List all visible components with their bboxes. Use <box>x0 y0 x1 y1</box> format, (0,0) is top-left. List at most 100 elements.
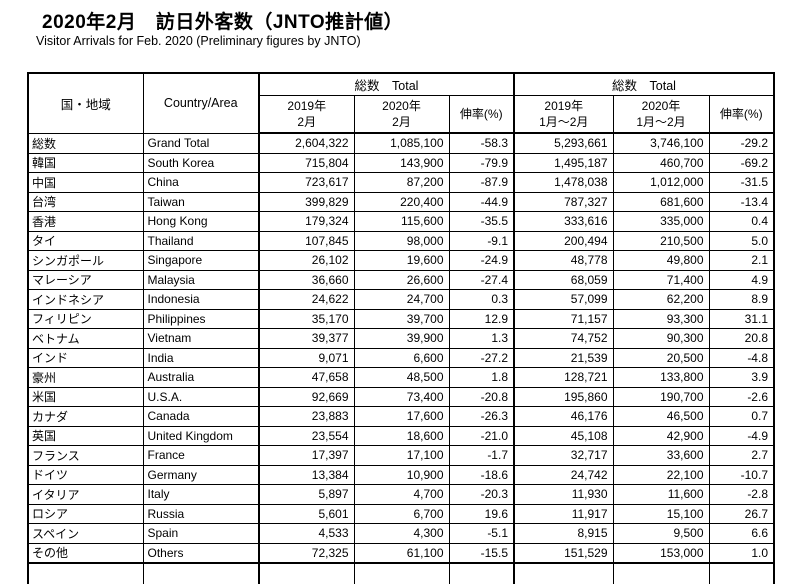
table-row: 総数 Grand Total 2,604,322 1,085,100 -58.3… <box>28 133 774 154</box>
cell-feb-2019: 715,804 <box>259 153 355 173</box>
cell-janfeb-2020: 46,500 <box>613 406 710 427</box>
cell-growth-janfeb: 3.9 <box>709 367 774 388</box>
cell-feb-2020: 1,085,100 <box>354 133 450 154</box>
cell-feb-2020: 6,600 <box>354 348 450 368</box>
cell-country-en: Spain <box>143 523 260 544</box>
cell-feb-2019: 107,845 <box>259 231 355 251</box>
cell-growth-feb: -21.0 <box>449 426 515 446</box>
cell-growth-janfeb: -29.2 <box>709 133 774 154</box>
cell-growth-janfeb: 26.7 <box>709 504 774 524</box>
header-sub-row: 2019年 2月 2020年 2月 伸率(%) 2019年 1月～2月 2020… <box>28 95 774 134</box>
cell-country-en: Canada <box>143 406 260 427</box>
cell-country-en: Italy <box>143 484 260 505</box>
cell-growth-feb: -1.7 <box>449 445 515 466</box>
cell-feb-2020: 26,600 <box>354 270 450 290</box>
cell-feb-2019: 92,669 <box>259 387 355 407</box>
cell-country-ja: その他 <box>28 543 144 564</box>
cell-country-en: France <box>143 445 260 466</box>
cell-janfeb-2019: 8,915 <box>514 523 614 544</box>
cell-janfeb-2020: 20,500 <box>613 348 710 368</box>
cell-growth-janfeb: 20.8 <box>709 328 774 349</box>
col-header-group-feb-total: 総数 Total <box>259 73 515 96</box>
partial-next-row <box>28 563 774 584</box>
cell-janfeb-2019: 195,860 <box>514 387 614 407</box>
cell-growth-feb: -24.9 <box>449 250 515 271</box>
cell-growth-feb: 0.3 <box>449 289 515 310</box>
cell-janfeb-2019: 787,327 <box>514 192 614 212</box>
cell-feb-2019: 13,384 <box>259 465 355 485</box>
cell-growth-feb: -35.5 <box>449 211 515 232</box>
cell-country-en: Singapore <box>143 250 260 271</box>
cell-feb-2020: 19,600 <box>354 250 450 271</box>
cell-feb-2019: 24,622 <box>259 289 355 310</box>
cell-feb-2019: 35,170 <box>259 309 355 329</box>
cell-growth-feb: 1.8 <box>449 367 515 388</box>
cell-growth-feb: 1.3 <box>449 328 515 349</box>
cell-country-ja: 米国 <box>28 387 144 407</box>
cell-janfeb-2020: 460,700 <box>613 153 710 173</box>
cell-growth-janfeb: -2.8 <box>709 484 774 505</box>
cell-feb-2019: 2,604,322 <box>259 133 355 154</box>
cell-country-ja: インドネシア <box>28 289 144 310</box>
cell-growth-feb: -20.3 <box>449 484 515 505</box>
cell-feb-2019: 39,377 <box>259 328 355 349</box>
cell-country-ja: ロシア <box>28 504 144 524</box>
cell-janfeb-2019: 1,478,038 <box>514 172 614 193</box>
cell-janfeb-2019: 128,721 <box>514 367 614 388</box>
cell-growth-janfeb: 31.1 <box>709 309 774 329</box>
table-body: 総数 Grand Total 2,604,322 1,085,100 -58.3… <box>28 133 774 564</box>
cell-janfeb-2019: 151,529 <box>514 543 614 564</box>
cell-growth-feb: -5.1 <box>449 523 515 544</box>
cell-janfeb-2020: 133,800 <box>613 367 710 388</box>
cell-country-en: United Kingdom <box>143 426 260 446</box>
cell-feb-2019: 399,829 <box>259 192 355 212</box>
cell-growth-feb: -27.4 <box>449 270 515 290</box>
visitor-arrivals-table: 国・地域 Country/Area 総数 Total 総数 Total 2019… <box>27 72 775 584</box>
cell-country-ja: ドイツ <box>28 465 144 485</box>
cell-janfeb-2020: 71,400 <box>613 270 710 290</box>
cell-feb-2020: 24,700 <box>354 289 450 310</box>
cell-growth-feb: 19.6 <box>449 504 515 524</box>
cell-growth-feb: -20.8 <box>449 387 515 407</box>
table-row: タイ Thailand 107,845 98,000 -9.1 200,494 … <box>28 231 774 251</box>
cell-growth-feb: -26.3 <box>449 406 515 427</box>
col-header-growth-feb: 伸率(%) <box>449 95 515 134</box>
cell-feb-2020: 6,700 <box>354 504 450 524</box>
table-row: スペイン Spain 4,533 4,300 -5.1 8,915 9,500 … <box>28 523 774 544</box>
col-header-country-en: Country/Area <box>143 73 260 134</box>
cell-janfeb-2020: 33,600 <box>613 445 710 466</box>
cell-feb-2019: 179,324 <box>259 211 355 232</box>
cell-country-en: Others <box>143 543 260 564</box>
cell-country-en: Hong Kong <box>143 211 260 232</box>
cell-country-en: Vietnam <box>143 328 260 349</box>
cell-janfeb-2020: 681,600 <box>613 192 710 212</box>
cell-growth-janfeb: -4.9 <box>709 426 774 446</box>
cell-janfeb-2020: 210,500 <box>613 231 710 251</box>
cell-feb-2020: 39,900 <box>354 328 450 349</box>
cell-country-ja: マレーシア <box>28 270 144 290</box>
cell-growth-feb: -44.9 <box>449 192 515 212</box>
cell-growth-janfeb: 2.7 <box>709 445 774 466</box>
cell-feb-2020: 18,600 <box>354 426 450 446</box>
cell-feb-2020: 143,900 <box>354 153 450 173</box>
cell-growth-janfeb: 2.1 <box>709 250 774 271</box>
cell-country-en: South Korea <box>143 153 260 173</box>
cell-feb-2020: 115,600 <box>354 211 450 232</box>
table-row: インドネシア Indonesia 24,622 24,700 0.3 57,09… <box>28 289 774 310</box>
cell-growth-janfeb: 4.9 <box>709 270 774 290</box>
cell-growth-janfeb: 0.7 <box>709 406 774 427</box>
cell-janfeb-2019: 1,495,187 <box>514 153 614 173</box>
cell-country-ja: フィリピン <box>28 309 144 329</box>
cell-country-ja: フランス <box>28 445 144 466</box>
table-row: シンガポール Singapore 26,102 19,600 -24.9 48,… <box>28 250 774 271</box>
cell-country-ja: 香港 <box>28 211 144 232</box>
cell-feb-2019: 47,658 <box>259 367 355 388</box>
cell-janfeb-2019: 11,917 <box>514 504 614 524</box>
cell-country-en: Taiwan <box>143 192 260 212</box>
cell-janfeb-2020: 190,700 <box>613 387 710 407</box>
cell-feb-2020: 220,400 <box>354 192 450 212</box>
cell-growth-feb: -79.9 <box>449 153 515 173</box>
col-header-feb-2019: 2019年 2月 <box>259 95 355 134</box>
cell-growth-janfeb: -10.7 <box>709 465 774 485</box>
cell-country-ja: カナダ <box>28 406 144 427</box>
